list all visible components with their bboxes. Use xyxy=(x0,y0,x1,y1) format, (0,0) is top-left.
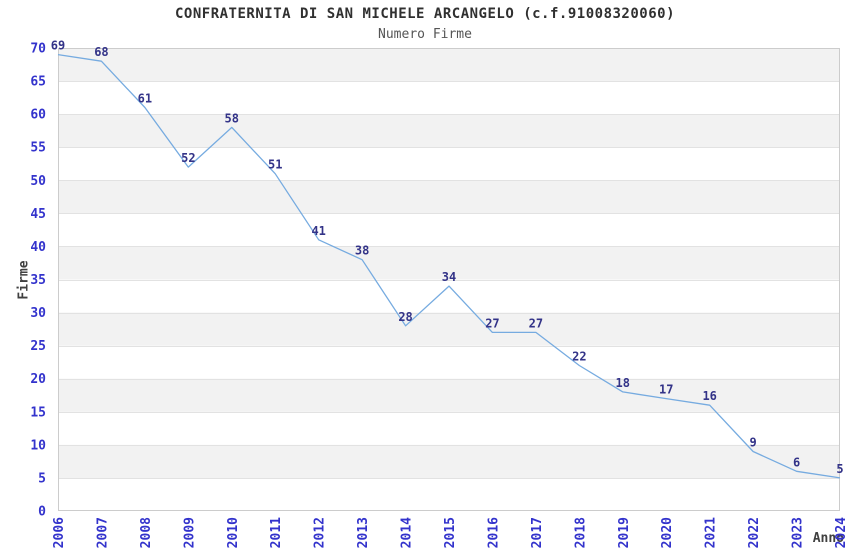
data-point-label: 34 xyxy=(442,270,456,284)
plot-band xyxy=(58,378,840,412)
y-tick-label: 55 xyxy=(30,141,46,156)
plot-band xyxy=(58,246,840,280)
chart-subtitle: Numero Firme xyxy=(378,27,472,42)
x-tick-label: 2022 xyxy=(747,517,762,548)
data-point-label: 16 xyxy=(702,389,716,403)
y-tick-label: 25 xyxy=(30,339,46,354)
y-tick-label: 5 xyxy=(38,471,46,486)
y-tick-label: 65 xyxy=(30,75,46,90)
plot-border xyxy=(58,48,840,511)
data-point-label: 22 xyxy=(572,349,586,363)
data-point-label: 27 xyxy=(485,316,499,330)
data-point-label: 38 xyxy=(355,244,369,258)
x-tick-label: 2012 xyxy=(313,517,328,548)
data-point-label: 69 xyxy=(51,39,65,53)
x-tick-label: 2015 xyxy=(443,517,458,548)
x-tick-label: 2016 xyxy=(486,517,501,548)
y-tick-label: 50 xyxy=(30,174,46,189)
x-tick-label: 2017 xyxy=(530,517,545,548)
data-point-label: 18 xyxy=(616,376,630,390)
plot-band xyxy=(58,114,840,148)
data-point-label: 41 xyxy=(311,224,325,238)
data-point-label: 58 xyxy=(225,111,239,125)
y-tick-label: 30 xyxy=(30,306,46,321)
x-tick-label: 2010 xyxy=(226,517,241,548)
x-tick-label: 2024 xyxy=(834,517,849,548)
x-tick-label: 2019 xyxy=(617,517,632,548)
y-tick-label: 10 xyxy=(30,438,46,453)
x-tick-label: 2009 xyxy=(182,517,197,548)
data-point-label: 61 xyxy=(138,92,152,106)
x-tick-label: 2023 xyxy=(791,517,806,548)
x-tick-label: 2020 xyxy=(660,517,675,548)
data-point-label: 9 xyxy=(749,435,756,449)
y-tick-label: 0 xyxy=(38,505,46,520)
series-line xyxy=(57,53,841,479)
x-tick-label: 2014 xyxy=(400,517,415,548)
data-point-label: 52 xyxy=(181,151,195,165)
data-point-label: 6 xyxy=(793,455,800,469)
x-tick-label: 2008 xyxy=(139,517,154,548)
x-axis-title: Anno xyxy=(812,531,844,546)
chart-title: CONFRATERNITA DI SAN MICHELE ARCANGELO (… xyxy=(174,6,675,22)
data-point-label: 51 xyxy=(268,158,282,172)
plot-band xyxy=(58,48,840,82)
y-tick-label: 35 xyxy=(30,273,46,288)
x-tick-label: 2021 xyxy=(704,517,719,548)
x-tick-label: 2006 xyxy=(52,517,67,548)
y-tick-label: 20 xyxy=(30,372,46,387)
x-tick-label: 2011 xyxy=(269,517,284,548)
y-tick-label: 15 xyxy=(30,405,46,420)
plot-band xyxy=(58,444,840,478)
y-tick-label: 40 xyxy=(30,240,46,255)
y-tick-label: 45 xyxy=(30,207,46,222)
x-tick-label: 2007 xyxy=(95,517,110,548)
plot-band xyxy=(58,312,840,346)
data-point-label: 17 xyxy=(659,383,673,397)
data-point-label: 68 xyxy=(94,45,108,59)
x-tick-label: 2018 xyxy=(573,517,588,548)
x-tick-label: 2013 xyxy=(356,517,371,548)
data-point-label: 5 xyxy=(836,462,843,476)
data-point-label: 28 xyxy=(398,310,412,324)
y-tick-label: 70 xyxy=(30,42,46,57)
data-point-label: 27 xyxy=(529,316,543,330)
plot-band xyxy=(58,180,840,214)
y-tick-label: 60 xyxy=(30,108,46,123)
